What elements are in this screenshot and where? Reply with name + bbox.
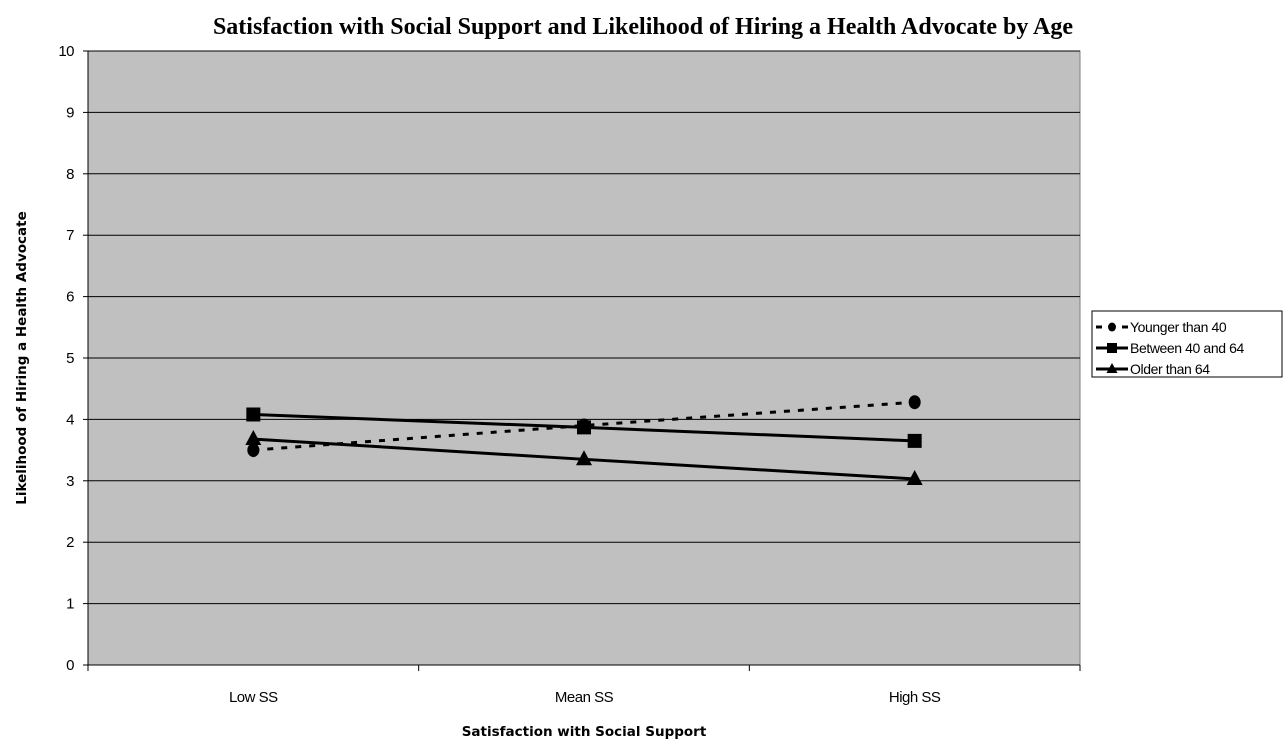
legend: Younger than 40 Between 40 and 64 Older th… [1091, 310, 1283, 378]
chart-title: Satisfaction with Social Support and Lik… [212, 14, 1074, 40]
y-tick-label-7: 7 [66, 227, 74, 244]
y-tick-label-10: 10 [58, 43, 74, 60]
series-0-point-0 [247, 443, 260, 458]
x-tick-label-2: High SS [889, 689, 941, 706]
y-tick-label-6: 6 [66, 289, 74, 306]
series-2 [245, 430, 923, 485]
series-2-point-2 [906, 469, 923, 485]
series-0-point-2 [908, 395, 921, 410]
legend-label-1: Between 40 and 64 [1130, 340, 1244, 356]
axes [83, 50, 1081, 671]
y-axis-title: Likelihood of Hiring a Health Advocate [14, 211, 30, 505]
legend-label-2: Older than 64 [1130, 361, 1210, 377]
series [245, 395, 923, 485]
x-tick-label-1: Mean SS [555, 689, 614, 706]
y-tick-label-5: 5 [66, 350, 74, 367]
series-1-point-1 [577, 420, 591, 435]
series-2-point-1 [576, 450, 592, 466]
legend-marker-0 [1108, 322, 1116, 332]
legend-marker-1 [1107, 343, 1117, 353]
series-1 [246, 407, 922, 448]
x-tick-labels: Low SS Mean SS High SS [229, 689, 941, 706]
y-tick-label-2: 2 [66, 534, 74, 551]
x-axis-title: Satisfaction with Social Support [462, 724, 707, 740]
y-tick-label-1: 1 [66, 596, 74, 613]
y-tick-label-3: 3 [66, 473, 74, 490]
series-1-point-2 [907, 433, 922, 448]
y-tick-label-8: 8 [66, 166, 74, 183]
series-1-point-0 [246, 407, 261, 422]
legend-label-0: Younger than 40 [1130, 319, 1227, 335]
y-tick-label-0: 0 [66, 657, 74, 674]
y-tick-labels: 0 1 2 3 4 5 6 7 8 9 10 [58, 43, 74, 674]
legend-marker-2 [1106, 363, 1118, 373]
series-2-point-0 [245, 430, 262, 446]
legend-box [1091, 310, 1283, 378]
x-tick-label-0: Low SS [229, 689, 278, 706]
y-tick-label-9: 9 [66, 104, 74, 121]
y-tick-label-4: 4 [66, 411, 74, 428]
